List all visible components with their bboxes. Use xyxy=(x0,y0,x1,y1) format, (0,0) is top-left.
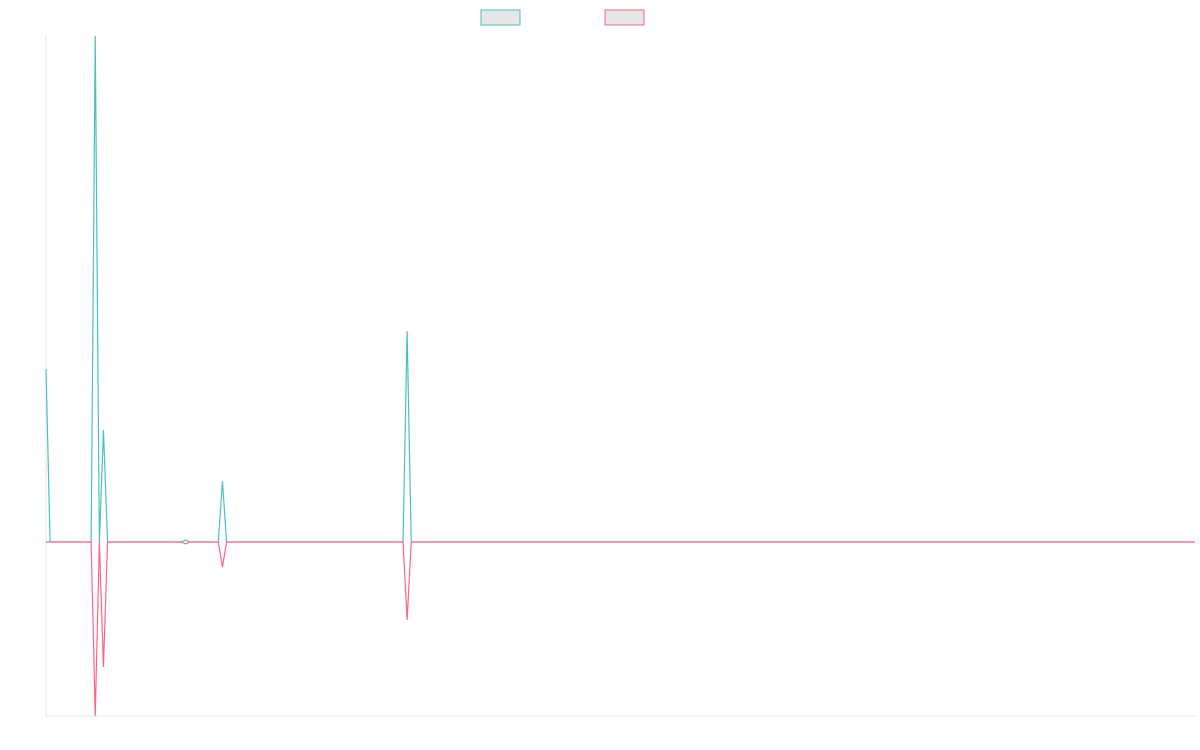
legend-swatch[interactable] xyxy=(604,9,645,26)
legend-swatch[interactable] xyxy=(480,9,521,26)
series-line xyxy=(45,35,1195,543)
series-line xyxy=(46,541,1195,717)
